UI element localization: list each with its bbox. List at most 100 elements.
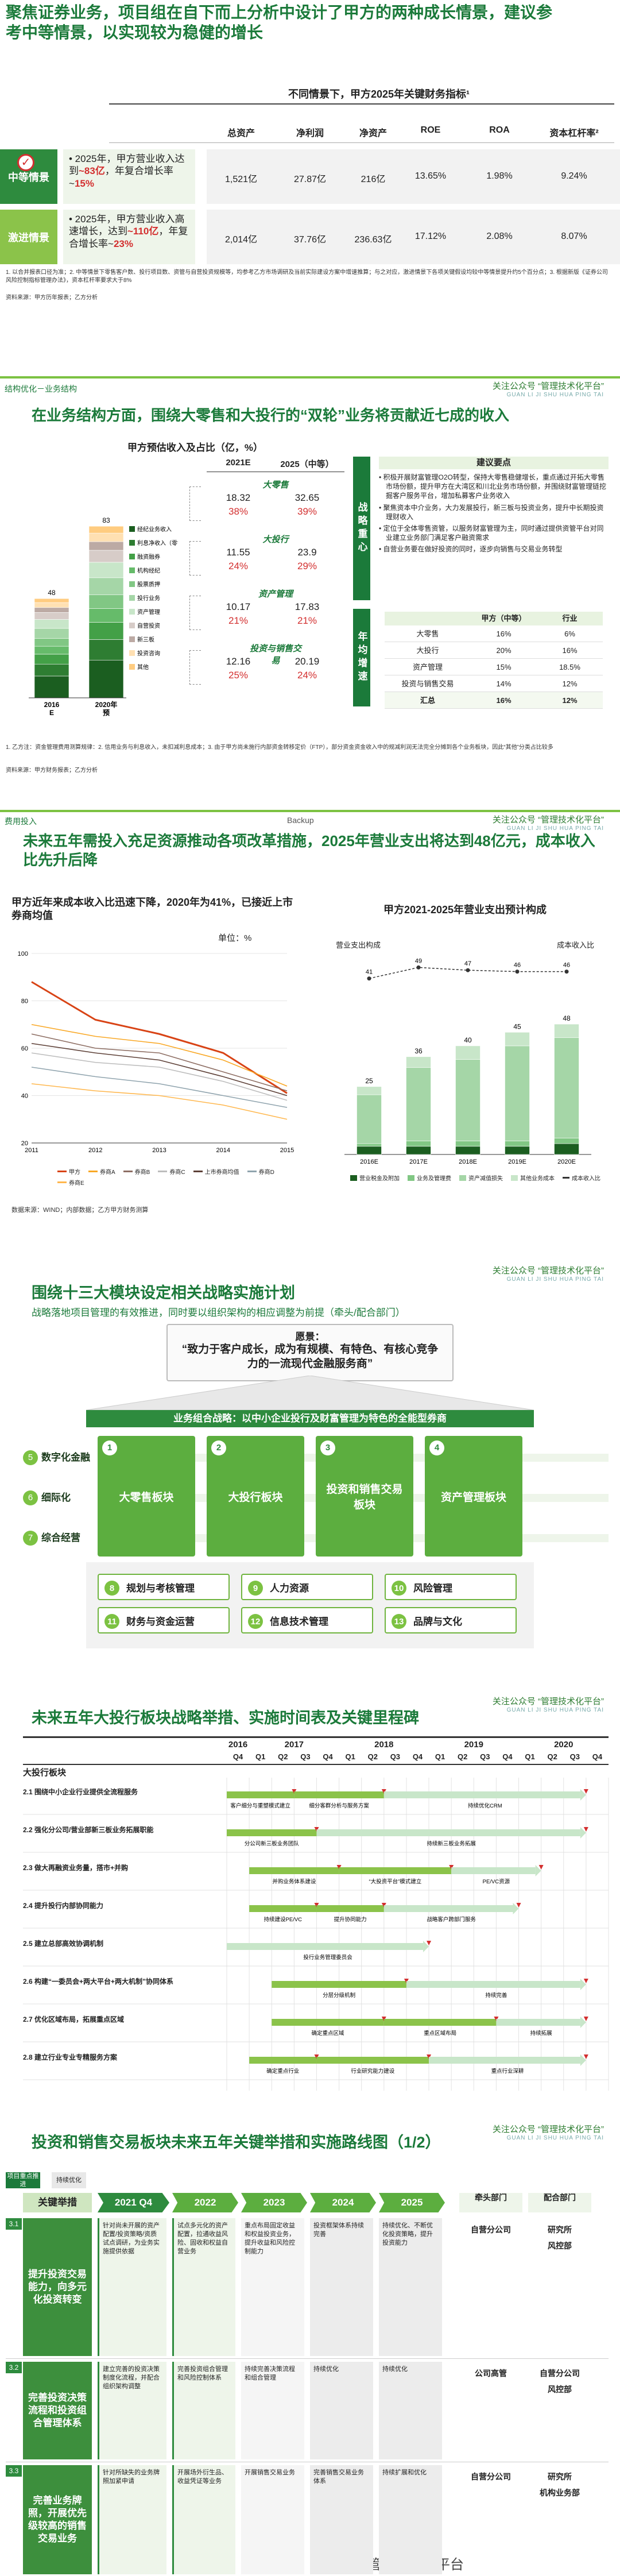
revenue-2021: 12.16 [226,656,251,667]
gantt-arrow [580,2054,586,2066]
group-id: 3.1 [6,2218,22,2230]
bar-segment [34,602,69,608]
roadmap-cell: 持续完善决策流程和组合管理 [241,2362,304,2459]
quarter-label: Q4 [232,1752,243,1761]
support-module-number: 10 [392,1581,406,1596]
gantt-bar [316,2057,429,2064]
x-tick-label: 2017E [409,1158,428,1165]
growth-table: 甲方（中等） 行业 大零售 16% 6% 大投行 20% 16% 资产管理 15% 18.5% 投资与… [385,612,603,709]
col-header-2021: 2021E [226,458,251,468]
pillar-number: 3 [320,1440,335,1455]
year-label: 2017 [284,1740,304,1749]
slide-title: 在业务结构方面，围绕大零售和大投行的“双轮”业务将贡献近七成的收入 [32,407,510,424]
bar-segment [88,622,124,640]
support-module-label: 信息技术管理 [270,1616,328,1627]
source-note: 资料来源：甲方历年报表；乙方分析 [6,295,98,301]
metric-value: 1.98% [486,171,513,181]
bar-segment [406,1141,431,1147]
metric-value: 37.76亿 [293,235,327,245]
ratio-label: 46 [514,962,521,969]
revenue-2025: 17.83 [294,601,320,612]
legend-label: 其他业务成本 [520,1176,555,1182]
description-text: ，年复合增长率~ [69,165,173,189]
revenue-target: ~83亿 [79,165,105,177]
gantt-arrow [535,1865,541,1876]
pillar-card: 3 投资和销售交易板块 [316,1436,413,1557]
gantt-bar [294,1791,384,1798]
legend-label: 券商C [169,1169,185,1176]
bar-category-label: E [49,709,54,717]
gantt-bar [249,1867,339,1874]
group-name: 完善投资决策流程和投资组合管理体系 [23,2362,92,2459]
gantt-bar [272,2019,384,2026]
legend-label: 业务及管理费 [417,1176,451,1182]
metric-value: 2.08% [486,231,513,241]
initiative-label: 2.2 强化分公司/营业部新三板业务拓展职能 [23,1826,154,1834]
quarter-label: Q1 [525,1752,535,1761]
divider [109,142,614,143]
left-chart-title: 甲方近年来成本收入比迅速下降，2020年为41%，已接近上市券商均值 [11,897,293,922]
revenue-2025: 32.65 [294,492,320,503]
cost-ratio-line-chart: 20 40 60 80 100 2011 2012 2013 2014 2015 [18,951,294,1154]
quarter-label: Q3 [480,1752,490,1761]
column-header: 总资产 [227,129,255,138]
year-arrow: 2023 [241,2193,307,2212]
description-text: ，年复合增长率~ [69,226,188,249]
year-arrow: 2025 [379,2193,445,2212]
bar-segment [88,594,124,609]
support-module-number: 13 [392,1614,406,1629]
gantt-chart: 客户细分与重塑模式建立 细分客群分析与服务方案 持续优化CRM分公司新三板业务团队持… [23,1778,609,2091]
x-tick-label: 2012 [88,1147,102,1154]
bracket-line [189,541,201,576]
bar-segment [455,1045,480,1060]
slide-trading-roadmap: 关注公众号 “管理技术化平台” GUAN LI JI SHU HUA PING T… [0,2119,620,2576]
growth-cell: 14% [496,679,512,688]
milestone-label: 客户细分与重塑模式建立 [230,1802,290,1809]
support-department: 研究所 [548,2472,572,2481]
series-line [31,1042,288,1096]
y-tick-label: 20 [21,1140,28,1147]
year-label: 2018 [374,1740,394,1749]
legend-label: 券商E [69,1180,84,1187]
support-department: 研究所 [548,2225,572,2234]
bar-segment [34,646,69,655]
roadmap-cell: 针对所缺失的业务牌照加紧申请 [98,2465,166,2574]
bar-total-label: 40 [464,1036,472,1044]
gantt-bar [496,2019,580,2026]
gantt-bar [227,1829,317,1836]
unit-label: 单位：% [218,933,252,943]
opex-stacked-bar-chart: 41 49 47 46 46 25 2016E 36 2017E 40 2018E 45 2019E 48… [344,957,591,1165]
side-title-growth: 年均增速 [353,609,370,706]
right-y2-label: 成本收入比 [557,941,595,949]
pillar-card: 2 大投行板块 [207,1436,304,1557]
support-module: 10 风险管理 [385,1574,517,1600]
series-line [31,1052,288,1101]
x-tick-label: 2015 [280,1147,294,1154]
column-header: ROE [420,125,441,135]
quarter-label: Q1 [255,1752,266,1761]
slide-financial-scenarios: 聚焦证券业务，项目组在自下而上分析中设计了甲方的两种成长情景，建议参考中等情景，… [0,0,620,304]
legend-swatch [129,540,135,546]
x-tick-label: 2016E [360,1158,378,1165]
initiative-label: 2.3 做大再融资业务量，搭市+并购 [23,1864,129,1872]
milestone-marker [516,1903,521,1907]
milestone-label: 持续建设PE/VC [264,1916,303,1923]
milestone-marker [538,1865,544,1870]
growth-cell: 12% [562,696,578,705]
milestone-label: 持续完善 [485,1992,507,1999]
dimension-label: 综合经营 [41,1532,80,1543]
scenario-description: • 2025年，甲方营业收入达到~83亿，年复合增长率~15% [63,149,195,204]
x-tick-label: 2020E [557,1158,576,1165]
milestone-marker [583,1979,588,1983]
legend-label: 其他 [137,663,149,671]
segment-revenue-table: 2021E 2025（中等） 大零售 18.32 32.65 38% 39% 大投行 11.55… [178,458,344,728]
check-icon: ✓ [17,154,34,171]
table-header-row: 总资产 净利润 净资产 ROE ROA 资本杠杆率² [207,125,620,139]
growth-cell: 大投行 [416,646,439,655]
ratio-point [367,976,371,981]
initiative-label: 2.8 建立行业专业专精服务方案 [23,2053,118,2061]
series-line [31,981,288,1094]
milestone-label: 分层分级机制 [323,1992,355,1999]
responsibility-header: 牵头部门 [459,2193,522,2212]
